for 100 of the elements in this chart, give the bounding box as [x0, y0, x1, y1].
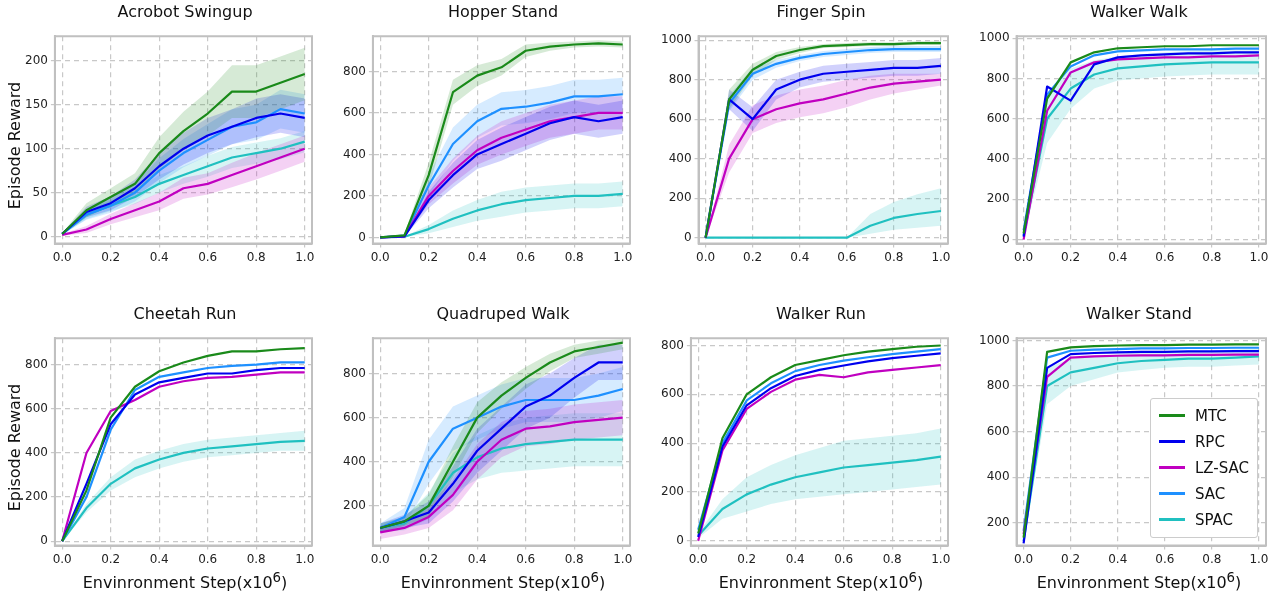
x-tick-label: 0.0 [370, 249, 390, 264]
y-tick-label: 200 [343, 498, 366, 513]
y-tick-label: 600 [668, 111, 692, 126]
y-tick-label: 600 [986, 423, 1010, 438]
y-tick-label: 0 [1001, 231, 1010, 246]
x-tick-label: 1.0 [295, 249, 315, 264]
y-tick-label: 0 [676, 532, 684, 547]
y-tick-label: 600 [25, 400, 48, 415]
x-tick-label: 0.0 [1014, 551, 1034, 566]
x-tick-label: 1.0 [931, 249, 951, 264]
y-tick-label: 0 [358, 229, 366, 244]
y-tick-label: 200 [986, 191, 1010, 206]
x-tick-label: 0.0 [52, 551, 72, 566]
x-axis-title: Envinronment Step(x10$^{6}$) [717, 570, 925, 593]
y-axis-title: Episode Reward [4, 382, 24, 514]
y-tick-label: 800 [343, 63, 366, 78]
y-tick-label: 1000 [978, 332, 1010, 347]
x-tick-label: 0.4 [149, 249, 169, 264]
x-tick-label: 0.4 [1108, 249, 1128, 264]
y-tick-label: 1000 [660, 32, 692, 47]
x-tick-label: 0.0 [52, 249, 72, 264]
y-tick-label: 200 [25, 489, 48, 504]
x-tick-label: 0.2 [419, 249, 439, 264]
y-tick-label: 100 [25, 140, 48, 155]
x-tick-label: 1.0 [1249, 249, 1269, 264]
legend-label: SAC [1194, 484, 1226, 503]
x-tick-label: 0.0 [696, 249, 716, 264]
x-tick-label: 0.4 [149, 551, 169, 566]
y-tick-label: 800 [986, 70, 1010, 85]
x-tick-label: 0.8 [1202, 249, 1222, 264]
y-tick-label: 600 [986, 110, 1010, 125]
x-tick-label: 0.4 [1108, 551, 1128, 566]
y-tick-label: 800 [986, 378, 1010, 393]
legend-label: LZ-SAC [1194, 458, 1249, 477]
y-tick-label: 600 [343, 409, 366, 424]
chart-title: Quadruped Walk [435, 304, 571, 323]
x-tick-label: 0.6 [1155, 249, 1175, 264]
y-tick-label: 1000 [978, 30, 1010, 45]
chart-title: Acrobot Swingup [116, 2, 254, 21]
x-axis-title: Envinronment Step(x10$^{6}$) [399, 570, 607, 593]
legend-label: SPAC [1194, 510, 1234, 529]
x-tick-label: 0.6 [516, 551, 536, 566]
y-tick-label: 400 [661, 435, 684, 450]
y-tick-label: 400 [986, 151, 1010, 166]
chart-title: Cheetah Run [132, 304, 238, 323]
y-tick-label: 400 [343, 453, 366, 468]
y-tick-label: 200 [986, 514, 1010, 529]
y-tick-label: 0 [40, 533, 48, 548]
x-tick-label: 0.2 [101, 551, 121, 566]
y-tick-label: 200 [661, 484, 684, 499]
x-tick-label: 0.2 [419, 551, 439, 566]
chart-title: Finger Spin [775, 2, 867, 21]
x-tick-label: 0.8 [564, 249, 584, 264]
y-tick-label: 800 [668, 71, 692, 86]
x-tick-label: 0.8 [246, 551, 266, 566]
y-tick-label: 400 [986, 469, 1010, 484]
y-tick-label: 0 [683, 229, 692, 244]
x-tick-label: 0.8 [246, 249, 266, 264]
x-tick-label: 0.2 [737, 551, 757, 566]
y-tick-label: 150 [25, 96, 48, 111]
x-tick-label: 0.6 [516, 249, 536, 264]
y-tick-label: 400 [668, 150, 692, 165]
x-tick-label: 0.2 [101, 249, 121, 264]
legend-label: MTC [1194, 406, 1227, 425]
y-tick-label: 50 [32, 184, 48, 199]
chart-title: Walker Run [775, 304, 867, 323]
x-tick-label: 0.4 [785, 551, 805, 566]
x-tick-label: 0.4 [790, 249, 810, 264]
y-tick-label: 400 [25, 445, 48, 460]
x-tick-label: 0.0 [688, 551, 708, 566]
x-tick-label: 0.0 [370, 551, 390, 566]
x-tick-label: 0.6 [834, 551, 854, 566]
y-tick-label: 400 [343, 146, 366, 161]
y-axis-title: Episode Reward [4, 80, 24, 212]
y-tick-label: 600 [343, 105, 366, 120]
chart-title: Hopper Stand [446, 2, 560, 21]
x-tick-label: 0.6 [837, 249, 857, 264]
x-tick-label: 0.4 [467, 249, 487, 264]
x-tick-label: 1.0 [1249, 551, 1269, 566]
x-tick-label: 0.2 [743, 249, 763, 264]
x-axis-title: Envinronment Step(x10$^{6}$) [81, 570, 289, 593]
x-tick-label: 0.4 [467, 551, 487, 566]
x-tick-label: 0.2 [1061, 249, 1081, 264]
legend-label: RPC [1194, 432, 1225, 451]
x-tick-label: 0.2 [1061, 551, 1081, 566]
chart-title: Walker Stand [1085, 304, 1193, 323]
x-tick-label: 0.8 [1202, 551, 1222, 566]
x-axis-title: Envinronment Step(x10$^{6}$) [1035, 570, 1243, 593]
chart-title: Walker Walk [1089, 2, 1189, 21]
x-tick-label: 0.8 [882, 551, 902, 566]
y-tick-label: 0 [40, 228, 48, 243]
x-tick-label: 1.0 [613, 249, 633, 264]
x-tick-label: 0.8 [884, 249, 904, 264]
y-tick-label: 600 [661, 386, 684, 401]
x-tick-label: 0.6 [198, 551, 218, 566]
y-tick-label: 800 [25, 356, 48, 371]
x-tick-label: 0.0 [1014, 249, 1034, 264]
y-tick-label: 200 [343, 188, 366, 203]
x-tick-label: 1.0 [931, 551, 951, 566]
x-tick-label: 0.8 [564, 551, 584, 566]
